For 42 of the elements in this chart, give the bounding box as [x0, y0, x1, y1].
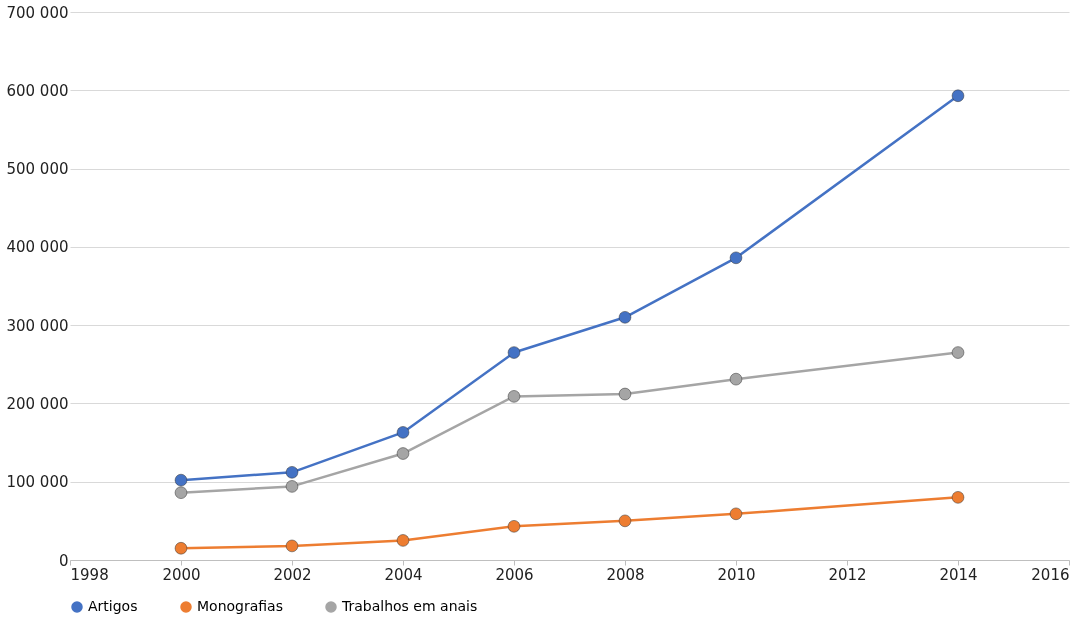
point — [951, 491, 965, 504]
legend-label: Monografias — [197, 598, 283, 614]
point — [618, 514, 632, 528]
point — [285, 466, 299, 479]
point — [507, 390, 521, 403]
y-tick-label: 700 000 — [6, 3, 69, 22]
y-tick-label: 100 000 — [6, 473, 69, 492]
point — [174, 473, 188, 487]
x-tick-label: 2000 — [162, 565, 201, 584]
x-tick-label: 2016 — [1031, 565, 1070, 584]
point — [174, 542, 188, 555]
x-tick-label: 2008 — [606, 565, 645, 584]
point — [729, 251, 743, 264]
x-tick-label: 2004 — [384, 565, 423, 584]
y-tick-label: 400 000 — [6, 238, 69, 257]
point — [729, 507, 743, 520]
point — [507, 346, 521, 359]
x-tick-label: 2014 — [939, 565, 978, 584]
x-tick-label: 2002 — [273, 565, 312, 584]
point — [285, 480, 299, 493]
y-tick-label: 500 000 — [6, 160, 69, 179]
legend-label: Trabalhos em anais — [341, 598, 478, 614]
point — [618, 387, 632, 401]
point — [396, 534, 410, 547]
point — [396, 447, 410, 460]
x-tick-label: 2010 — [717, 565, 756, 584]
point — [174, 486, 188, 499]
point — [951, 89, 965, 102]
point — [618, 311, 632, 324]
x-tick-label: 2012 — [828, 565, 867, 584]
y-tick-label: 600 000 — [6, 81, 69, 100]
point — [285, 539, 299, 553]
point — [507, 520, 521, 533]
y-tick-label: 300 000 — [6, 316, 69, 335]
legend-label: Artigos — [88, 598, 138, 614]
point — [729, 373, 743, 386]
x-tick-label: 2006 — [495, 565, 534, 584]
y-tick-label: 200 000 — [6, 394, 69, 413]
y-tick-label: 0 — [58, 551, 69, 570]
point — [396, 426, 410, 439]
x-tick-label: 1998 — [70, 565, 109, 584]
point — [951, 346, 965, 359]
